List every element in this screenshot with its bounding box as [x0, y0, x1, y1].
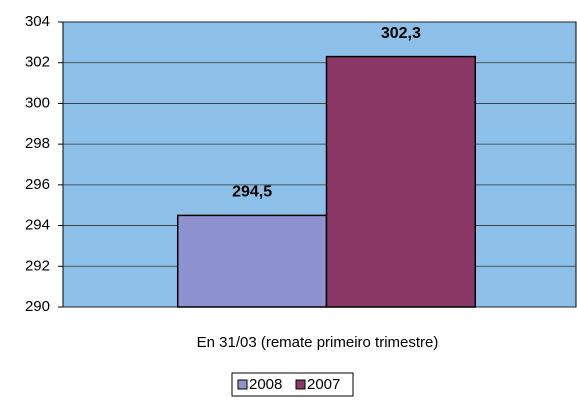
legend-swatch — [237, 379, 248, 390]
legend-swatch — [295, 379, 306, 390]
y-tick-label: 300 — [25, 94, 50, 111]
y-tick-label: 302 — [25, 54, 50, 71]
y-tick-label: 290 — [25, 298, 50, 315]
bar — [325, 55, 477, 308]
value-label: 294,5 — [232, 184, 272, 201]
legend-label: 2007 — [307, 376, 340, 393]
legend-box — [231, 372, 354, 397]
legend-label: 2008 — [249, 376, 282, 393]
y-tick-label: 294 — [25, 217, 50, 234]
x-tick-label: En 31/03 (remate primeiro trimestre) — [197, 334, 439, 351]
value-label: 302,3 — [381, 25, 421, 42]
y-tick-label: 296 — [25, 176, 50, 193]
y-tick-label: 292 — [25, 257, 50, 274]
bar — [176, 214, 328, 308]
y-tick-label: 304 — [25, 13, 50, 30]
y-tick-label: 298 — [25, 135, 50, 152]
